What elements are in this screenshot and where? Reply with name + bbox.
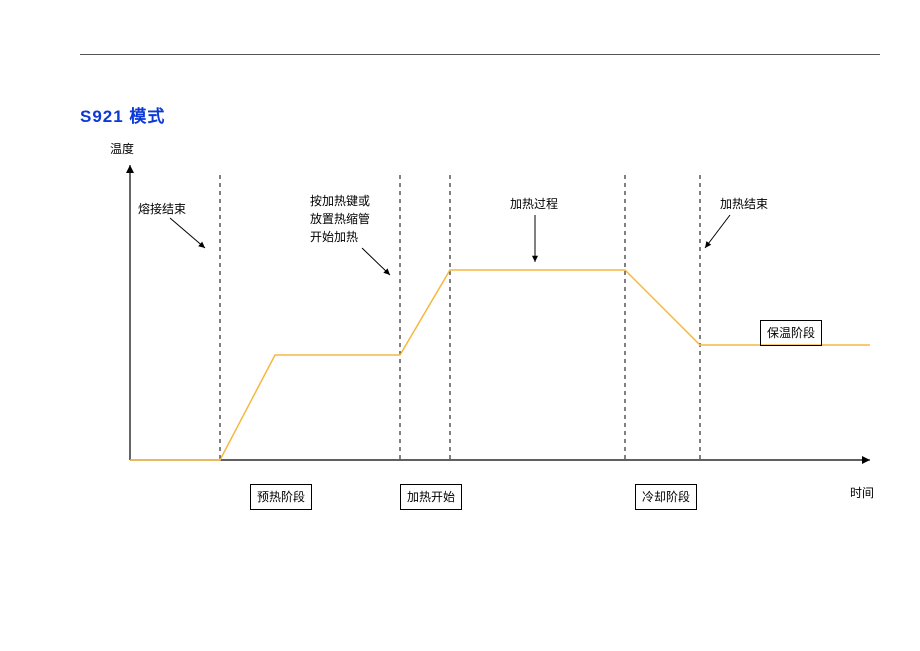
ann-press-heat-l1: 按加热键或 (310, 192, 370, 210)
box-heat-start: 加热开始 (400, 484, 462, 510)
box-preheat: 预热阶段 (250, 484, 312, 510)
x-axis-label: 时间 (850, 484, 874, 501)
top-rule (80, 54, 880, 55)
ann-fuse-end: 熔接结束 (138, 200, 186, 218)
box-cooling: 冷却阶段 (635, 484, 697, 510)
chart-title: S921 模式 (80, 102, 165, 127)
ann-heating-end: 加热结束 (720, 195, 768, 213)
ann-press-heat-l2: 放置热缩管 (310, 210, 370, 228)
heating-chart: 温度 熔接结束 按加热键或 放置热缩管 开始加热 加热过程 加热结束 保温阶段 … (80, 140, 880, 520)
ann-heating-proc: 加热过程 (510, 195, 558, 213)
page: S921 模式 温度 熔接结束 按加热键或 放置热缩管 开始加热 加热过程 加热… (0, 0, 920, 651)
ann-keep-warm: 保温阶段 (760, 320, 822, 346)
ann-press-heat: 按加热键或 放置热缩管 开始加热 (310, 192, 370, 246)
ann-press-heat-l3: 开始加热 (310, 228, 370, 246)
